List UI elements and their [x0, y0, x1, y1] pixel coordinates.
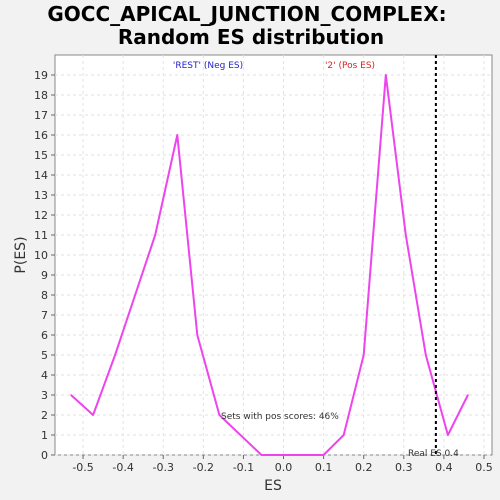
x-axis-title: ES — [264, 478, 282, 494]
y-tick-label: 7 — [41, 309, 48, 322]
y-tick-label: 2 — [41, 409, 48, 422]
data-point — [362, 354, 365, 356]
y-tick-label: 13 — [34, 189, 48, 202]
x-tick-label: -0.3 — [153, 461, 174, 474]
x-tick-label: -0.2 — [193, 461, 214, 474]
data-point — [260, 454, 263, 456]
sets-pos-scores-label: Sets with pos scores: 46% — [221, 412, 339, 422]
x-tick-label: -0.5 — [72, 461, 93, 474]
data-point — [92, 414, 94, 416]
x-tick-label: 0.1 — [315, 461, 333, 474]
data-point — [405, 234, 407, 236]
data-point — [447, 434, 449, 436]
y-tick-label: 0 — [41, 449, 48, 462]
data-point — [154, 234, 157, 236]
data-point — [425, 354, 427, 356]
y-tick-label: 17 — [34, 109, 48, 122]
grid-lines — [55, 55, 492, 456]
y-tick-label: 5 — [41, 349, 48, 362]
data-point — [196, 334, 199, 336]
data-point — [282, 454, 285, 456]
x-tick-label: -0.1 — [233, 461, 254, 474]
y-tick-label: 8 — [41, 289, 48, 302]
y-tick-label: 1 — [41, 429, 48, 442]
y-tick-label: 11 — [34, 229, 48, 242]
chart-subtitle: Random ES distribution — [118, 25, 384, 49]
y-tick-label: 12 — [34, 209, 48, 222]
data-point — [322, 454, 325, 456]
y-tick-label: 10 — [34, 249, 48, 262]
y-tick-label: 6 — [41, 329, 48, 342]
y-tick-label: 18 — [34, 89, 48, 102]
data-point — [384, 74, 387, 76]
data-point — [70, 394, 72, 396]
x-tick-label: 0.4 — [435, 461, 453, 474]
real-es-label: Real ES 0.4 — [408, 449, 459, 459]
data-point — [114, 354, 116, 356]
data-point — [176, 134, 179, 136]
series-group — [70, 55, 469, 456]
y-tick-label: 16 — [34, 129, 48, 142]
x-tick-label: -0.4 — [112, 461, 133, 474]
y-tick-label: 4 — [41, 369, 48, 382]
x-tick-label: 0.0 — [275, 461, 293, 474]
data-point — [218, 414, 221, 416]
y-tick-label: 14 — [34, 169, 48, 182]
y-tick-label: 15 — [34, 149, 48, 162]
y-tick-label: 19 — [34, 69, 48, 82]
neg-es-label: 'REST' (Neg ES) — [173, 61, 243, 71]
y-tick-label: 3 — [41, 389, 48, 402]
y-tick-label: 9 — [41, 269, 48, 282]
x-tick-label: 0.2 — [355, 461, 373, 474]
y-axis-title: P(ES) — [13, 236, 29, 273]
x-tick-label: 0.5 — [475, 461, 493, 474]
x-tick-label: 0.3 — [395, 461, 413, 474]
data-point — [342, 434, 345, 436]
data-point — [467, 394, 469, 396]
chart-title: GOCC_APICAL_JUNCTION_COMPLEX: — [47, 2, 446, 26]
pos-es-label: '2' (Pos ES) — [325, 61, 375, 71]
tick-marks — [51, 74, 485, 459]
